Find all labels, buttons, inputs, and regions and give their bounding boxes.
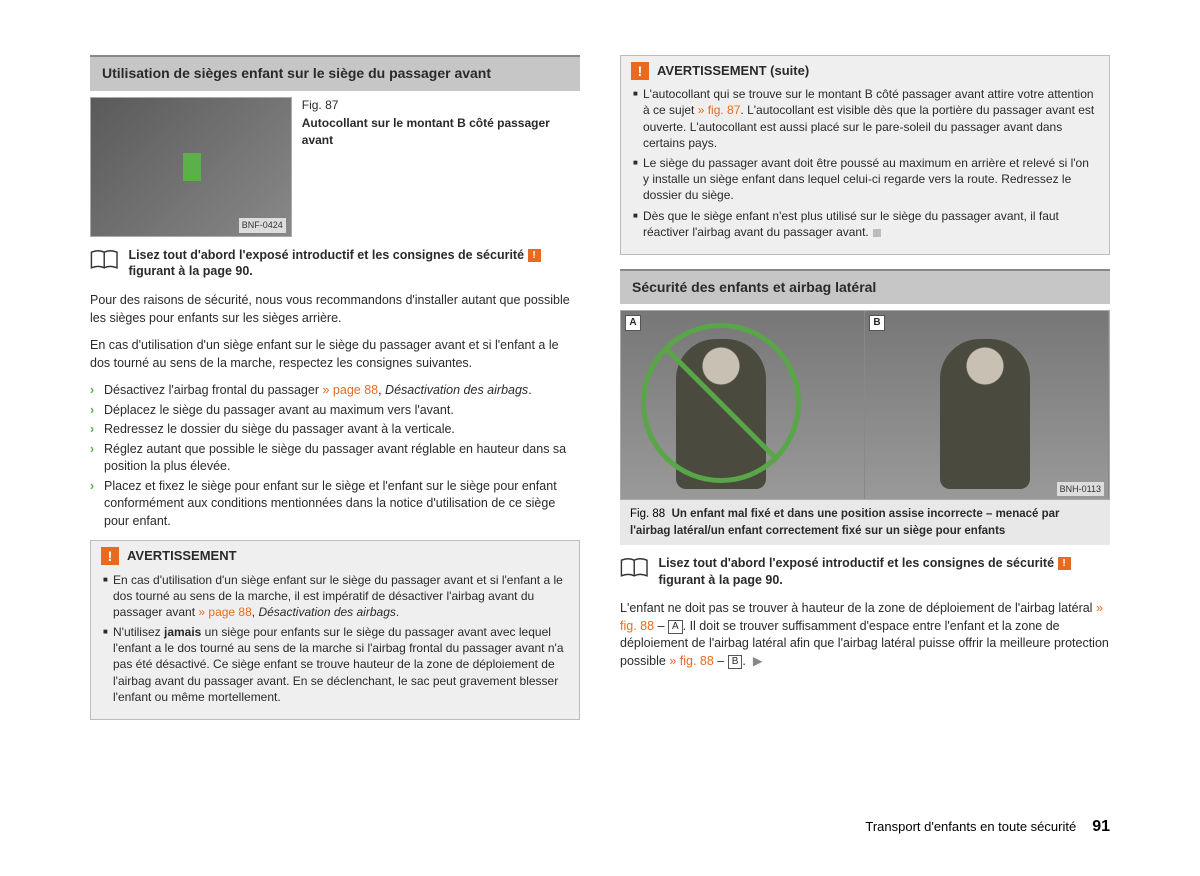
figure-88-panel-a: A (621, 311, 865, 499)
section-header-side-airbag: Sécurité des enfants et airbag latéral (620, 269, 1110, 305)
child-silhouette (940, 339, 1030, 489)
list-item: Désactivez l'airbag frontal du passager … (90, 382, 580, 400)
warning-box-header: ! AVERTISSEMENT (suite) (621, 56, 1109, 84)
warning-p2: N'utilisez jamais un siège pour enfants … (103, 624, 567, 705)
warning-cont-p3: Dès que le siège enfant n'est plus utili… (633, 208, 1097, 240)
wp1ref: » page 88 (198, 605, 251, 619)
paragraph-side-airbag: L'enfant ne doit pas se trouver à hauteu… (620, 600, 1110, 670)
instruction-list: Désactivez l'airbag frontal du passager … (90, 382, 580, 530)
li1-a: Désactivez l'airbag frontal du passager (104, 383, 322, 397)
figure-87-image: BNF-0424 (90, 97, 292, 237)
figure-87-block: BNF-0424 Fig. 87 Autocollant sur le mont… (90, 97, 580, 237)
warning-p1: En cas d'utilisation d'un siège enfant s… (103, 572, 567, 621)
figure-88-panel-b: B (865, 311, 1109, 499)
li1-it: Désactivation des airbags (385, 383, 528, 397)
box-letter-a: A (668, 620, 683, 634)
warning-icon: ! (1058, 557, 1071, 570)
pa-ref2: » fig. 88 (669, 654, 713, 668)
left-column: Utilisation de sièges enfant sur le sièg… (90, 55, 580, 778)
list-item: Redressez le dossier du siège du passage… (90, 421, 580, 439)
right-column: ! AVERTISSEMENT (suite) L'autocollant qu… (620, 55, 1110, 778)
figure-87-caption: Fig. 87 Autocollant sur le montant B côt… (302, 97, 580, 237)
warning-box-continued: ! AVERTISSEMENT (suite) L'autocollant qu… (620, 55, 1110, 255)
wp1it: Désactivation des airbags (258, 605, 395, 619)
read-first-line1: Lisez tout d'abord l'exposé introductif … (658, 556, 1054, 570)
list-item: Placez et fixez le siège pour enfant sur… (90, 478, 580, 531)
figure-88-image: A B BNH-0113 (620, 310, 1110, 500)
warning-cont-p1: L'autocollant qui se trouve sur le monta… (633, 86, 1097, 151)
figure-88-text: Un enfant mal fixé et dans une position … (630, 508, 1060, 536)
wc3: Dès que le siège enfant n'est plus utili… (643, 209, 1059, 239)
wp1c: . (396, 605, 399, 619)
box-letter-b: B (728, 655, 743, 669)
panel-tag-b: B (869, 315, 885, 331)
read-first-text: Lisez tout d'abord l'exposé introductif … (658, 555, 1110, 589)
figure-87-number: Fig. 87 (302, 97, 580, 114)
wp2bold: jamais (164, 625, 201, 639)
li1-ref: » page 88 (322, 383, 378, 397)
warning-cont-p2: Le siège du passager avant doit être pou… (633, 155, 1097, 204)
pa-a: L'enfant ne doit pas se trouver à hauteu… (620, 601, 1096, 615)
figure-87-title: Autocollant sur le montant B côté passag… (302, 116, 550, 147)
section-header-child-seat: Utilisation de sièges enfant sur le sièg… (90, 55, 580, 91)
read-first-line2: figurant à la page 90. (658, 573, 782, 587)
wp2a: N'utilisez (113, 625, 164, 639)
read-first-line2: figurant à la page 90. (128, 264, 252, 278)
figure-87-code: BNF-0424 (239, 218, 286, 233)
read-first-row: Lisez tout d'abord l'exposé introductif … (620, 555, 1110, 589)
paragraph-instructions-intro: En cas d'utilisation d'un siège enfant s… (90, 337, 580, 372)
read-first-text: Lisez tout d'abord l'exposé introductif … (128, 247, 580, 281)
page-number: 91 (1092, 818, 1110, 836)
wc1ref: » fig. 87 (698, 103, 741, 117)
pa-d2: – (714, 654, 728, 668)
end-square-icon (873, 229, 881, 237)
b-pillar-sticker (183, 153, 201, 181)
figure-88-code: BNH-0113 (1057, 482, 1104, 497)
panel-tag-a: A (625, 315, 641, 331)
chapter-title: Transport d'enfants en toute sécurité (865, 819, 1076, 834)
continue-triangle-icon: ▶ (753, 654, 763, 668)
paragraph-recommend-rear: Pour des raisons de sécurité, nous vous … (90, 292, 580, 327)
warning-icon: ! (101, 547, 119, 565)
book-icon (620, 555, 648, 581)
page-footer: Transport d'enfants en toute sécurité 91 (90, 778, 1110, 836)
li1-c: . (528, 383, 531, 397)
warning-icon: ! (631, 62, 649, 80)
warning-box: ! AVERTISSEMENT En cas d'utilisation d'u… (90, 540, 580, 720)
figure-88-caption: Fig. 88 Un enfant mal fixé et dans une p… (620, 500, 1110, 544)
warning-box-body: En cas d'utilisation d'un siège enfant s… (91, 570, 579, 720)
list-item: Déplacez le siège du passager avant au m… (90, 402, 580, 420)
figure-88-number: Fig. 88 (630, 508, 665, 520)
warning-icon: ! (528, 249, 541, 262)
warning-title: AVERTISSEMENT (127, 547, 237, 565)
warning-box-body: L'autocollant qui se trouve sur le monta… (621, 84, 1109, 254)
pa-c: . (742, 654, 745, 668)
book-icon (90, 247, 118, 273)
warning-title-cont: AVERTISSEMENT (suite) (657, 62, 809, 80)
read-first-line1: Lisez tout d'abord l'exposé introductif … (128, 248, 524, 262)
pa-d1: – (654, 619, 668, 633)
list-item: Réglez autant que possible le siège du p… (90, 441, 580, 476)
warning-box-header: ! AVERTISSEMENT (91, 541, 579, 569)
li1-b: , (378, 383, 385, 397)
read-first-row: Lisez tout d'abord l'exposé introductif … (90, 247, 580, 281)
